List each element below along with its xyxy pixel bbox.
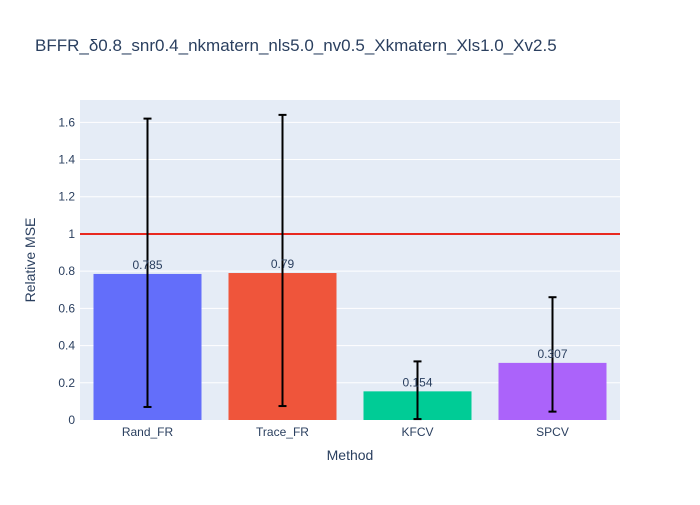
- y-tick-label: 0.6: [58, 301, 75, 315]
- data-label: 0.307: [537, 347, 567, 361]
- data-labels: 0.785 0.79 0.154 0.307: [132, 257, 567, 389]
- y-tick-label: 0.8: [58, 264, 75, 278]
- x-tick-label: Rand_FR: [122, 425, 174, 439]
- y-tick-label: 1.4: [58, 153, 75, 167]
- chart-title: BFFR_δ0.8_snr0.4_nkmatern_nls5.0_nv0.5_X…: [35, 36, 557, 55]
- error-bars: [143, 113, 557, 421]
- x-tick-label: KFCV: [401, 425, 433, 439]
- x-tick-label: Trace_FR: [256, 425, 309, 439]
- data-label: 0.79: [271, 257, 295, 271]
- data-label: 0.154: [402, 375, 432, 389]
- x-axis-title: Method: [327, 447, 374, 463]
- y-axis-ticks: 0 0.2 0.4 0.6 0.8 1 1.2 1.4 1.6: [58, 115, 75, 427]
- x-axis-ticks: Rand_FR Trace_FR KFCV SPCV: [122, 425, 569, 439]
- y-tick-label: 0: [68, 413, 75, 427]
- y-tick-label: 0.2: [58, 376, 75, 390]
- x-tick-label: SPCV: [536, 425, 569, 439]
- data-label: 0.785: [132, 258, 162, 272]
- y-tick-label: 1.2: [58, 190, 75, 204]
- y-tick-label: 1: [68, 227, 75, 241]
- y-tick-label: 0.4: [58, 339, 75, 353]
- y-tick-label: 1.6: [58, 115, 75, 129]
- y-axis-title: Relative MSE: [22, 218, 38, 303]
